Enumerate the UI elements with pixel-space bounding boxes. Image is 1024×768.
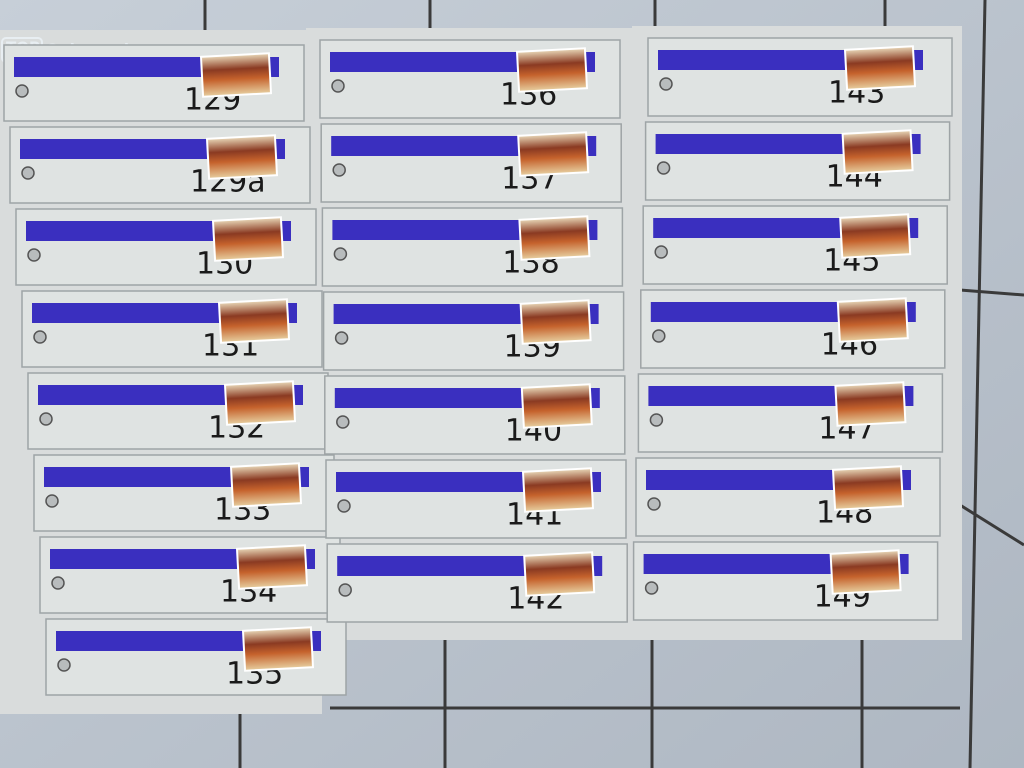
mailbox: 133 <box>33 454 335 532</box>
mailbox: 132 <box>27 372 329 450</box>
mailbox: 131 <box>21 290 323 368</box>
lock <box>644 581 659 595</box>
lock <box>21 166 35 180</box>
mailbox: 136 <box>319 39 621 119</box>
flyer-card <box>839 213 912 259</box>
flyer-card <box>836 297 909 343</box>
lock <box>15 84 29 98</box>
flyer-card <box>199 52 273 98</box>
mailbox: 139 <box>322 291 625 371</box>
flyer-card <box>235 544 309 590</box>
lock <box>659 77 673 91</box>
lock <box>334 331 349 345</box>
lock <box>656 161 671 175</box>
lock <box>39 412 53 426</box>
flyer-card <box>843 45 917 91</box>
lock <box>647 497 661 511</box>
flyer-card <box>229 462 303 508</box>
flyer-card <box>520 383 593 429</box>
mailbox: 146 <box>640 289 946 369</box>
lock <box>33 330 47 344</box>
lock <box>336 415 350 429</box>
flyer-card <box>841 129 914 175</box>
mailbox: 144 <box>644 121 951 201</box>
mailbox: 149 <box>632 541 939 621</box>
lock <box>338 583 352 597</box>
flyer-card <box>521 467 595 513</box>
flyer-card <box>223 380 297 426</box>
flyer-card <box>241 626 315 672</box>
mailbox: 143 <box>647 37 953 117</box>
lock <box>333 247 348 261</box>
grout-lines <box>203 0 1024 768</box>
flyer-card <box>831 465 905 511</box>
mailbox: 140 <box>324 375 626 455</box>
mailbox: 130 <box>15 208 317 286</box>
flyer-card <box>834 381 907 427</box>
flyer-card <box>515 47 589 93</box>
lock <box>27 248 41 262</box>
mailbox: 134 <box>39 536 341 614</box>
flyer-card <box>517 131 590 177</box>
flyer-card <box>217 298 291 344</box>
mailbox: 141 <box>325 459 627 539</box>
mailbox: 142 <box>326 543 628 623</box>
lock <box>654 245 668 259</box>
mailbox: 129 <box>3 44 305 122</box>
lock <box>332 163 346 177</box>
flyer-card <box>523 551 596 597</box>
lock <box>45 494 59 508</box>
flyer-card <box>829 549 902 595</box>
lock <box>649 413 664 427</box>
mailbox: 145 <box>642 205 948 285</box>
mailbox: 135 <box>45 618 347 696</box>
lock <box>331 79 345 93</box>
mailbox: 138 <box>321 207 624 287</box>
lock <box>57 658 71 672</box>
lock <box>51 576 65 590</box>
mailbox: 148 <box>635 457 941 537</box>
flyer-card <box>519 299 592 345</box>
mailbox: 147 <box>637 373 944 453</box>
mailbox: 137 <box>320 123 622 203</box>
lock <box>337 499 351 513</box>
flyer-card <box>211 216 285 262</box>
flyer-card <box>518 215 591 261</box>
flyer-card <box>205 134 279 180</box>
lock <box>652 329 666 343</box>
mailbox: 129a <box>9 126 311 204</box>
